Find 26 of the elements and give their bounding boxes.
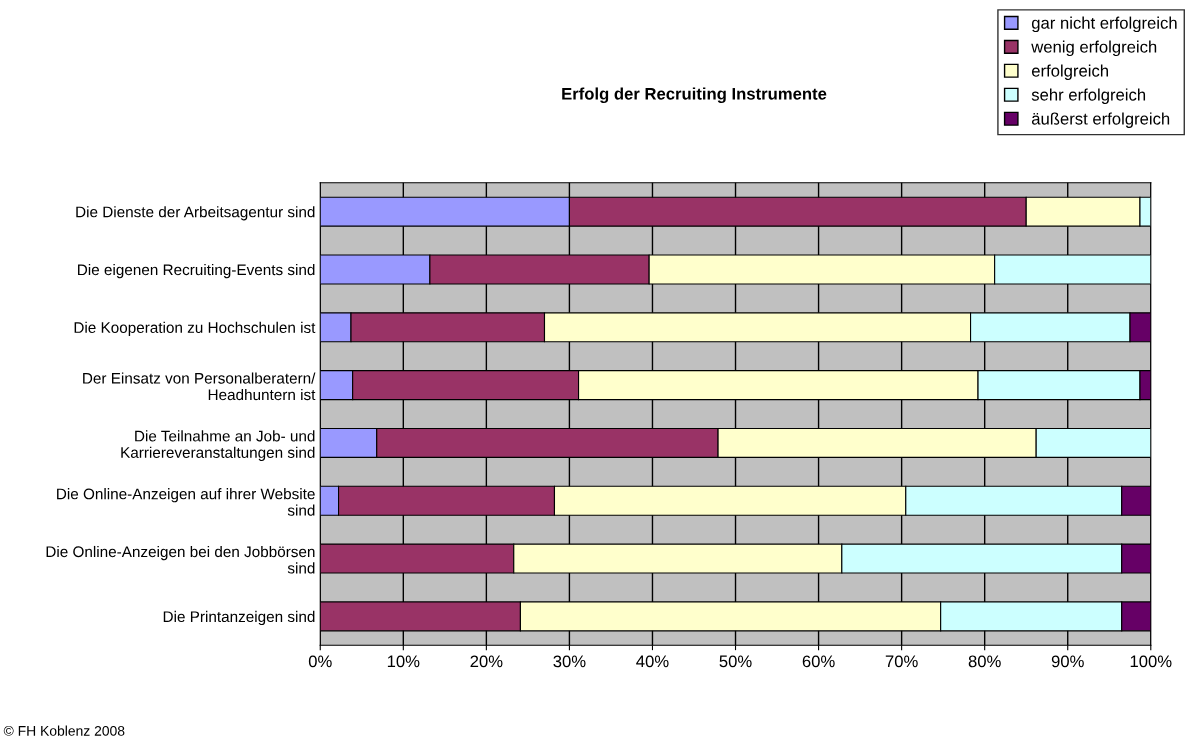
- legend-label: sehr erfolgreich: [1031, 88, 1146, 104]
- legend-label: wenig erfolgreich: [1031, 40, 1157, 57]
- y-tick-label: Die Kooperation zu Hochschulen ist: [74, 321, 316, 337]
- legend-label: äußerst erfolgreich: [1031, 112, 1170, 128]
- x-tick-label: 10%: [387, 655, 420, 668]
- y-tick-label: Die Teilnahme an Job- und Karriereveranstaltungen sind: [121, 430, 315, 461]
- x-tick-label: 50%: [719, 655, 752, 668]
- x-tick-label: 90%: [1051, 655, 1084, 668]
- x-tick-label: 80%: [968, 655, 1001, 668]
- legend-label: erfolgreich: [1031, 64, 1108, 81]
- x-tick-label: 30%: [553, 655, 586, 668]
- x-tick-label: 60%: [802, 655, 835, 668]
- x-tick-label: 70%: [885, 655, 918, 668]
- text: © FH Koblenz 2008: [3, 725, 125, 736]
- y-tick-label: Die Online-Anzeigen auf ihrer Website sind: [57, 488, 315, 516]
- y-tick-label: Die Dienste der Arbeitsagentur sind: [76, 206, 315, 221]
- chart-title: Erfolg der Recruiting Instrumente: [562, 87, 827, 104]
- x-tick-label: 0%: [308, 655, 332, 668]
- legend-label: gar nicht erfolgreich: [1031, 16, 1177, 33]
- x-tick-label: 20%: [470, 655, 503, 668]
- x-tick-label: 40%: [636, 655, 669, 668]
- y-tick-label: Die Online-Anzeigen bei den Jobbörsen sind: [46, 545, 315, 574]
- y-tick-label: Der Einsatz von Personalberatern/ Headhuntern ist: [83, 372, 316, 401]
- y-tick-label: Die eigenen Recruiting-Events sind: [78, 263, 315, 279]
- y-tick-label: Die Printanzeigen sind: [163, 610, 315, 626]
- x-tick-label: 100%: [1130, 655, 1172, 668]
